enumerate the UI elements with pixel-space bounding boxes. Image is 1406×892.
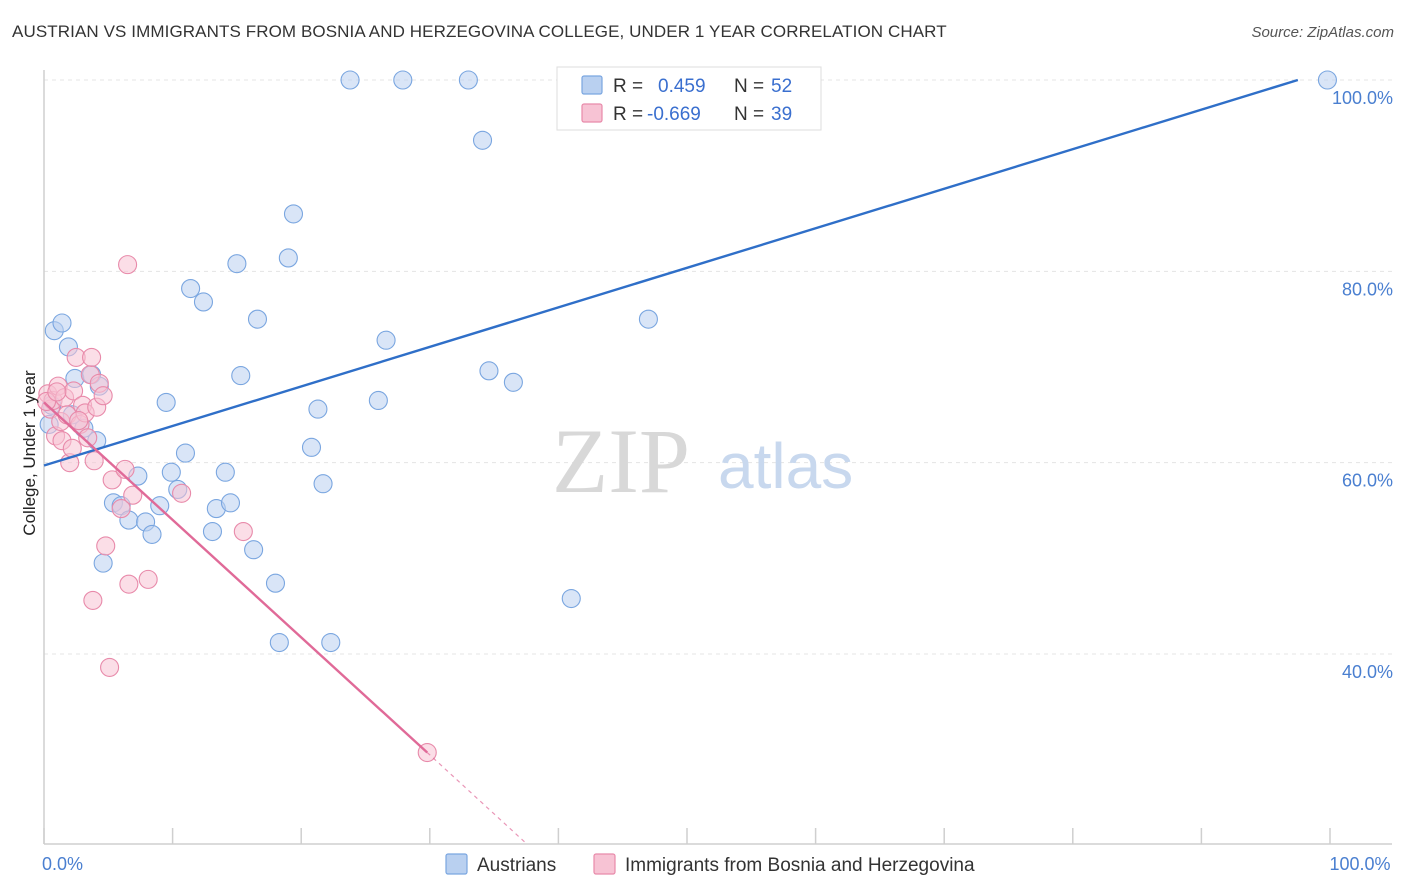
axes	[43, 70, 1392, 845]
legend-swatch-pink	[581, 103, 603, 123]
legend-n-label-pink: N =	[734, 104, 764, 125]
pink-trend-line	[43, 401, 429, 754]
bosnian-point-25	[102, 470, 122, 490]
bosnian-point-38	[69, 411, 89, 431]
bosnian-point-19	[84, 451, 104, 471]
bosnian-point-22	[93, 386, 113, 406]
austrian-point-35	[313, 474, 333, 494]
legend-n-value-pink: 39	[771, 104, 792, 125]
legend-r-value-pink: -0.669	[647, 104, 701, 125]
source-label: Source: ZipAtlas.com	[1251, 24, 1394, 41]
austrian-point-24	[220, 493, 241, 513]
x-tick-labels: 0.0% 100.0%	[42, 828, 1391, 874]
bosnian-point-18	[82, 347, 102, 367]
x-tick-label-0: 0.0%	[42, 854, 83, 874]
bottom-legend-label-austrians: Austrians	[477, 855, 556, 876]
chart-title: AUSTRIAN VS IMMIGRANTS FROM BOSNIA AND H…	[12, 22, 947, 41]
watermark: ZIP atlas	[552, 410, 853, 512]
austrian-point-47	[1317, 70, 1337, 90]
grid-lines	[44, 79, 1392, 655]
y-tick-label-2: 80.0%	[1342, 279, 1393, 299]
austrian-point-39	[376, 330, 396, 350]
bosnian-point-16	[78, 428, 98, 448]
bosnian-point-26	[111, 499, 131, 519]
austrian-point-20	[193, 292, 214, 312]
bosnian-point-29	[123, 485, 143, 505]
austrian-point-14	[150, 496, 170, 516]
legend-n-value-blue: 52	[771, 76, 792, 97]
austrian-point-28	[247, 309, 268, 329]
legend-r-value-blue: 0.459	[658, 76, 706, 97]
bosnian-point-31	[118, 255, 138, 275]
bosnian-point-33	[172, 483, 192, 503]
austrian-point-18	[175, 443, 196, 463]
legend-r-label-pink: R =	[613, 104, 643, 125]
y-axis-label: College, Under 1 year	[20, 370, 39, 536]
austrian-point-45	[561, 588, 581, 609]
bosnian-point-23	[96, 536, 116, 556]
bosnian-point-24	[100, 657, 120, 677]
bosnian-point-37	[47, 382, 67, 402]
austrian-point-15	[156, 392, 176, 412]
legend-n-label-blue: N =	[734, 76, 764, 97]
stats-legend: R = 0.459 N = 52 R = -0.669 N = 39	[556, 66, 822, 131]
pink-trend-line-dashed	[426, 752, 527, 844]
austrian-point-44	[503, 372, 523, 392]
austrian-point-50	[93, 553, 113, 573]
y-tick-label-1: 60.0%	[1342, 471, 1393, 491]
austrian-point-38	[368, 390, 388, 411]
austrian-point-33	[301, 437, 322, 457]
bottom-legend-label-bosnia: Immigrants from Bosnia and Herzegovina	[625, 855, 975, 876]
bosnian-point-30	[83, 590, 103, 610]
austrian-point-21	[202, 521, 223, 542]
y-tick-label-3: 100.0%	[1332, 88, 1393, 108]
austrian-point-13	[142, 524, 162, 544]
legend-r-label-blue: R =	[613, 76, 643, 97]
austrian-point-29	[265, 573, 286, 593]
bottom-legend-swatch-blue	[445, 853, 468, 875]
blue-trend-line	[43, 78, 1299, 467]
austrian-point-19	[181, 279, 201, 299]
austrian-point-16	[161, 462, 181, 482]
austrian-point-31	[278, 248, 298, 268]
x-tick-label-1: 100.0%	[1329, 854, 1390, 874]
austrian-point-43	[479, 361, 499, 381]
bosnian-point-34	[233, 521, 253, 542]
austrian-point-42	[472, 130, 493, 150]
bosnian-point-32	[138, 569, 158, 589]
y-tick-labels: 40.0% 60.0% 80.0% 100.0%	[1332, 88, 1393, 682]
austrian-point-30	[269, 632, 289, 653]
austrian-point-37	[340, 70, 360, 90]
legend-swatch-blue	[581, 75, 603, 95]
austrian-point-25	[227, 254, 247, 274]
austrian-point-41	[458, 70, 478, 90]
bosnian-point-28	[119, 574, 139, 594]
austrian-point-36	[321, 632, 341, 653]
data-points	[37, 70, 1337, 763]
austrian-point-26	[231, 366, 251, 386]
austrian-point-1	[52, 313, 72, 333]
austrian-point-46	[638, 309, 658, 329]
watermark-atlas: atlas	[718, 430, 853, 502]
y-tick-label-0: 40.0%	[1342, 662, 1393, 682]
watermark-zip: ZIP	[552, 410, 690, 512]
bottom-legend: Austrians Immigrants from Bosnia and Her…	[445, 853, 975, 876]
austrian-point-32	[283, 204, 304, 224]
bottom-legend-swatch-pink	[593, 853, 616, 875]
austrian-point-34	[308, 399, 328, 419]
austrian-point-27	[244, 540, 264, 560]
austrian-point-23	[215, 462, 235, 482]
austrian-point-40	[393, 70, 413, 90]
trend-lines	[43, 78, 1299, 844]
